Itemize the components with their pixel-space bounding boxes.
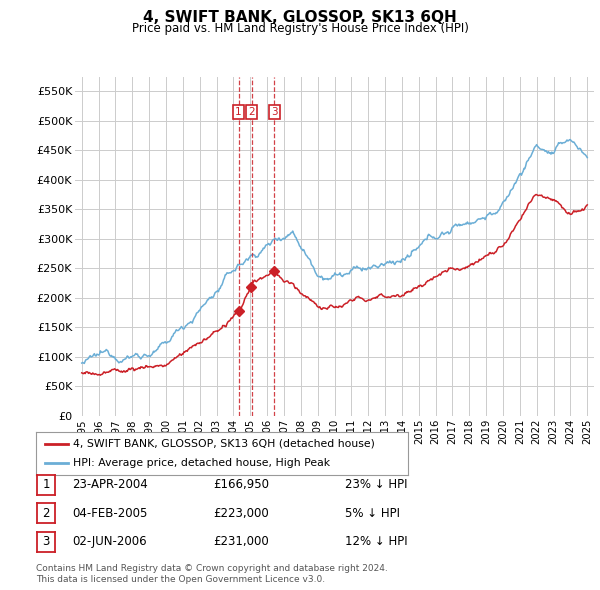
Text: Contains HM Land Registry data © Crown copyright and database right 2024.: Contains HM Land Registry data © Crown c…: [36, 565, 388, 573]
Text: 3: 3: [43, 535, 50, 548]
Text: This data is licensed under the Open Government Licence v3.0.: This data is licensed under the Open Gov…: [36, 575, 325, 584]
Text: £231,000: £231,000: [213, 535, 269, 548]
Text: HPI: Average price, detached house, High Peak: HPI: Average price, detached house, High…: [73, 458, 331, 468]
Text: 5% ↓ HPI: 5% ↓ HPI: [345, 507, 400, 520]
Text: £223,000: £223,000: [213, 507, 269, 520]
Text: 1: 1: [43, 478, 50, 491]
Text: 3: 3: [271, 107, 277, 117]
Text: 4, SWIFT BANK, GLOSSOP, SK13 6QH (detached house): 4, SWIFT BANK, GLOSSOP, SK13 6QH (detach…: [73, 439, 375, 449]
Text: Price paid vs. HM Land Registry's House Price Index (HPI): Price paid vs. HM Land Registry's House …: [131, 22, 469, 35]
Text: 1: 1: [235, 107, 242, 117]
Text: 02-JUN-2006: 02-JUN-2006: [72, 535, 146, 548]
Text: £166,950: £166,950: [213, 478, 269, 491]
Text: 4, SWIFT BANK, GLOSSOP, SK13 6QH: 4, SWIFT BANK, GLOSSOP, SK13 6QH: [143, 10, 457, 25]
Text: 23% ↓ HPI: 23% ↓ HPI: [345, 478, 407, 491]
Text: 04-FEB-2005: 04-FEB-2005: [72, 507, 148, 520]
Text: 23-APR-2004: 23-APR-2004: [72, 478, 148, 491]
Text: 2: 2: [248, 107, 255, 117]
Text: 2: 2: [43, 507, 50, 520]
Text: 12% ↓ HPI: 12% ↓ HPI: [345, 535, 407, 548]
